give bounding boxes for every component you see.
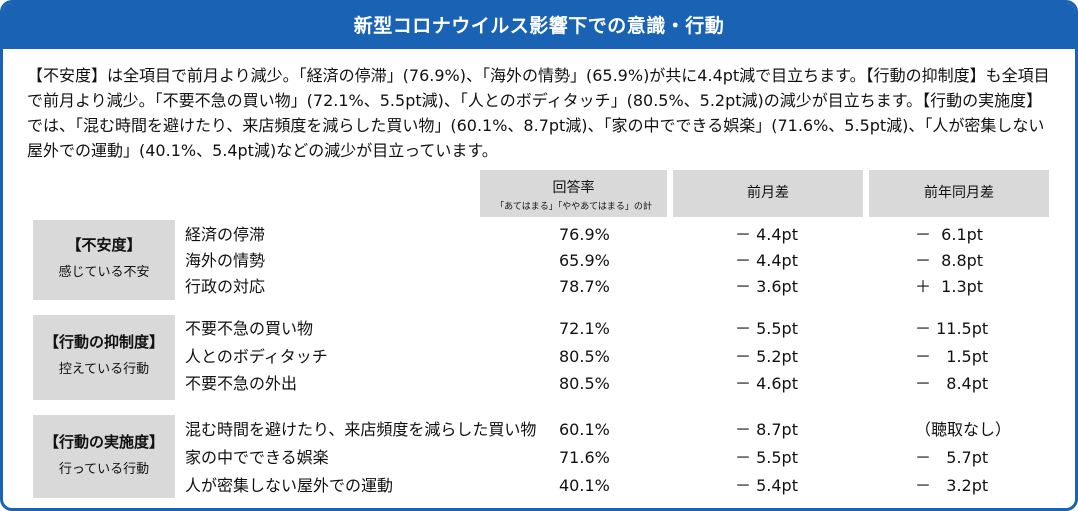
row-rate: 72.1% <box>559 319 610 338</box>
row-yoy: － 8.4pt <box>915 374 989 393</box>
row-diff: － 5.5pt <box>735 319 798 338</box>
row-item: 人とのボディタッチ <box>185 347 328 366</box>
group-title: 【行動の抑制度】 <box>43 333 164 351</box>
group-title: 【行動の実施度】 <box>43 433 164 451</box>
summary-text: 【不安度】は全項目で前月より減少。「経済の停滞」(76.9%)、「海外の情勢」(… <box>27 66 1050 160</box>
group-subtitle: 控えている行動 <box>58 362 150 377</box>
group-label-action: 【行動の実施度】 行っている行動 <box>33 415 175 498</box>
row-yoy: （聴取なし） <box>915 420 1012 439</box>
row-diff: － 4.6pt <box>735 374 798 393</box>
column-header-prev-year: 前年同月差 <box>869 170 1049 217</box>
row-diff: － 8.7pt <box>735 420 798 439</box>
column-header-prev-month: 前月差 <box>673 170 863 217</box>
panel-title: 新型コロナウイルス影響下での意識・行動 <box>3 3 1075 49</box>
row-rate: 78.7% <box>559 277 610 296</box>
row-item: 行政の対応 <box>185 277 266 296</box>
row-yoy: － 11.5pt <box>915 319 989 338</box>
group-subtitle: 行っている行動 <box>58 462 150 477</box>
column-header-rate-note: 「あてはまる」「ややあてはまる」の計 <box>495 202 652 212</box>
row-yoy: － 3.2pt <box>915 476 989 495</box>
row-diff: － 3.6pt <box>735 277 798 296</box>
row-yoy: ＋ 1.3pt <box>915 277 984 296</box>
row-item: 不要不急の外出 <box>185 374 298 393</box>
row-diff: － 5.5pt <box>735 448 798 467</box>
row-yoy: － 6.1pt <box>915 225 984 244</box>
group-title: 【不安度】 <box>66 236 142 254</box>
row-item: 不要不急の買い物 <box>185 319 314 338</box>
group-label-anxiety: 【不安度】 感じている不安 <box>33 220 175 300</box>
column-header-prev-year-label: 前年同月差 <box>924 185 994 201</box>
row-yoy: － 1.5pt <box>915 347 989 366</box>
row-rate: 71.6% <box>559 448 610 467</box>
row-diff: － 5.4pt <box>735 476 798 495</box>
row-diff: － 4.4pt <box>735 225 798 244</box>
group-subtitle: 感じている不安 <box>58 265 150 280</box>
row-rate: 76.9% <box>559 225 610 244</box>
column-header-prev-month-label: 前月差 <box>747 185 789 201</box>
row-diff: － 4.4pt <box>735 251 798 270</box>
column-header-rate-label: 回答率 <box>552 180 595 196</box>
row-item: 経済の停滞 <box>185 225 266 244</box>
row-item: 人が密集しない屋外での運動 <box>185 476 394 495</box>
row-yoy: － 5.7pt <box>915 448 989 467</box>
row-rate: 80.5% <box>559 347 610 366</box>
row-rate: 40.1% <box>559 476 610 495</box>
row-diff: － 5.2pt <box>735 347 798 366</box>
row-yoy: － 8.8pt <box>915 251 984 270</box>
row-item: 家の中でできる娯楽 <box>185 448 329 467</box>
row-rate: 60.1% <box>559 420 610 439</box>
row-rate: 80.5% <box>559 374 610 393</box>
column-header-rate: 回答率 「あてはまる」「ややあてはまる」の計 <box>480 170 667 217</box>
row-item: 海外の情勢 <box>185 251 266 270</box>
group-label-restraint: 【行動の抑制度】 控えている行動 <box>33 315 175 400</box>
row-item: 混む時間を避けたり、来店頻度を減らした買い物 <box>185 420 537 439</box>
row-rate: 65.9% <box>559 251 610 270</box>
